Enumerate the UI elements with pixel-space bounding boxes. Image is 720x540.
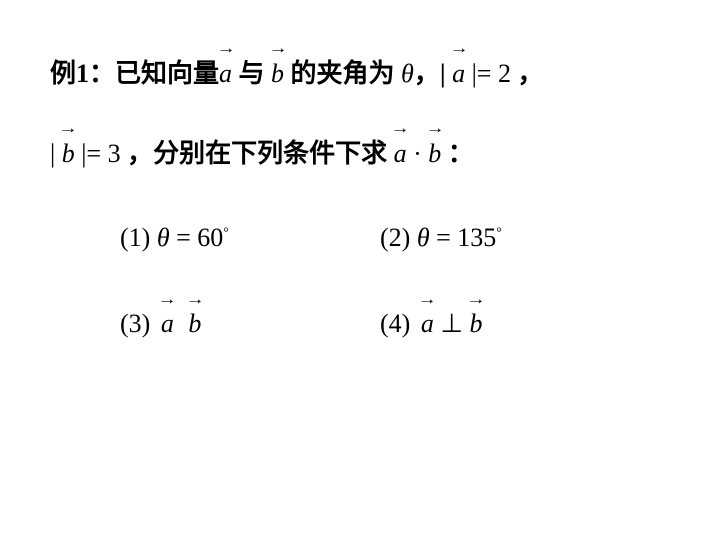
vector-b-mag: b xyxy=(62,130,75,172)
num-2: (2) xyxy=(380,223,417,252)
degree-1: ° xyxy=(223,225,229,240)
eq-135: = 135 xyxy=(430,223,497,252)
theta: θ xyxy=(401,59,414,88)
text-bar-open: | xyxy=(50,139,62,168)
condition-1: (1) θ = 60° xyxy=(120,223,380,253)
num-4: (4) xyxy=(380,309,417,338)
text-conditions: ，分别在下列条件下求 xyxy=(121,139,394,168)
value-a-magnitude: 2 xyxy=(498,59,511,88)
eq-60: = 60 xyxy=(170,223,224,252)
math-problem: 例1：已知向量a 与 b 的夹角为 θ，| a |= 2 ， | b |= 3 … xyxy=(0,0,720,339)
vector-a: a xyxy=(219,50,232,92)
row-2: (3) a b (4) a ⊥ b xyxy=(50,303,680,339)
condition-4: (4) a ⊥ b xyxy=(380,303,640,339)
text-colon: ： xyxy=(441,139,474,168)
gap-3 xyxy=(174,309,181,338)
text-angle-is: 的夹角为 xyxy=(284,59,401,88)
degree-2: ° xyxy=(496,225,502,240)
vector-b-3: b xyxy=(188,303,201,339)
problem-line-1: 例1：已知向量a 与 b 的夹角为 θ，| a |= 2 ， xyxy=(50,50,680,92)
text-equals: |= xyxy=(465,59,498,88)
text-comma: ，| xyxy=(414,59,452,88)
vector-b: b xyxy=(271,50,284,92)
vector-b-dot: b xyxy=(428,130,441,172)
problem-line-2: | b |= 3 ，分别在下列条件下求 a · b ： xyxy=(50,130,680,172)
vector-a-mag: a xyxy=(452,50,465,92)
perp-symbol: ⊥ xyxy=(434,309,470,338)
condition-2: (2) θ = 135° xyxy=(380,223,640,253)
value-b-magnitude: 3 xyxy=(108,139,121,168)
theta-2: θ xyxy=(417,223,430,252)
condition-3: (3) a b xyxy=(120,303,380,339)
text-comma-2: ， xyxy=(511,59,544,88)
vector-a-dot: a xyxy=(394,130,407,172)
vector-b-4: b xyxy=(469,303,482,339)
text-equals-2: |= xyxy=(75,139,108,168)
theta-1: θ xyxy=(157,223,170,252)
num-1: (1) xyxy=(120,223,157,252)
vector-a-4: a xyxy=(421,303,434,339)
text-with: 与 xyxy=(232,59,271,88)
vector-a-3: a xyxy=(161,303,174,339)
dot-operator: · xyxy=(407,139,429,168)
example-label: 例1：已知向量 xyxy=(50,59,219,88)
num-3: (3) xyxy=(120,309,157,338)
row-1: (1) θ = 60° (2) θ = 135° xyxy=(50,223,680,253)
